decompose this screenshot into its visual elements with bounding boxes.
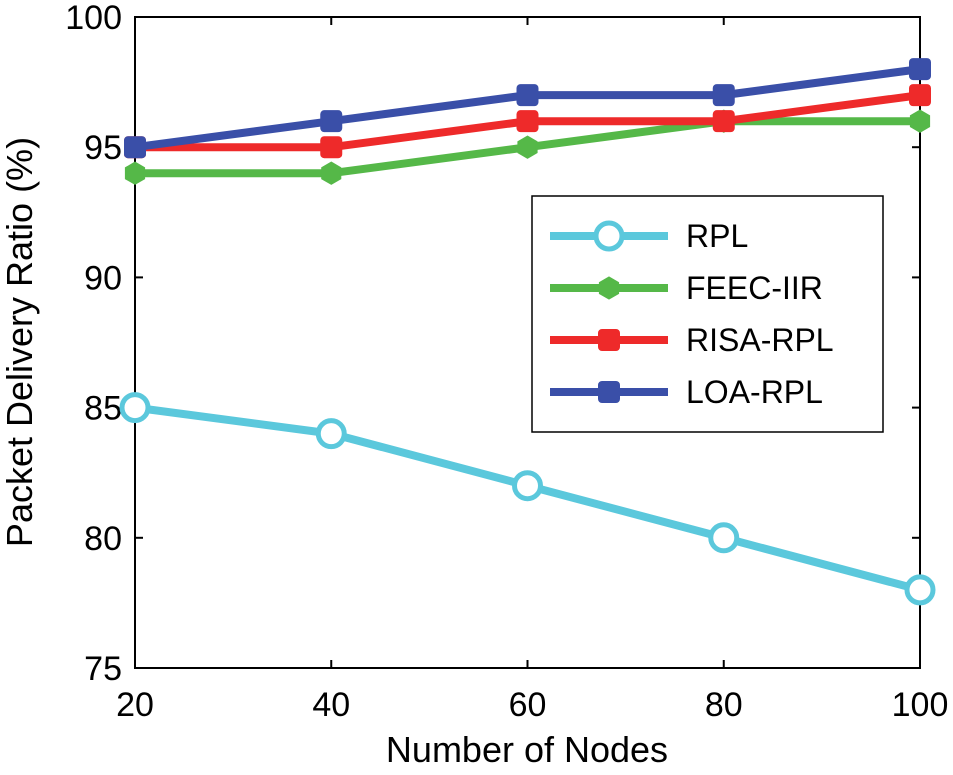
legend-item: RISA-RPL bbox=[550, 322, 834, 358]
series-layer bbox=[119, 58, 936, 606]
y-tick-label: 90 bbox=[84, 259, 122, 297]
data-point bbox=[516, 110, 539, 133]
data-point bbox=[516, 84, 539, 107]
x-tick-label: 80 bbox=[705, 686, 743, 724]
data-point bbox=[512, 470, 543, 502]
legend-item: LOA-RPL bbox=[550, 374, 823, 410]
data-point bbox=[909, 84, 931, 107]
data-point bbox=[320, 136, 343, 159]
data-point bbox=[315, 418, 347, 450]
legend-marker bbox=[598, 381, 620, 403]
x-tick-label: 100 bbox=[892, 686, 949, 724]
data-point bbox=[124, 136, 146, 159]
data-point bbox=[712, 84, 735, 107]
data-point bbox=[119, 392, 151, 424]
data-point bbox=[712, 110, 735, 133]
legend-marker bbox=[598, 329, 620, 351]
data-point bbox=[320, 110, 343, 133]
x-tick-label: 20 bbox=[116, 686, 154, 724]
y-tick-label: 85 bbox=[84, 390, 122, 428]
x-axis: 20 40 60 80 100 bbox=[116, 17, 948, 724]
y-tick-label: 100 bbox=[65, 0, 122, 37]
y-axis: 75 80 85 90 95 100 bbox=[65, 0, 920, 688]
x-tick-label: 60 bbox=[509, 686, 547, 724]
legend-marker bbox=[593, 220, 625, 252]
data-point bbox=[517, 135, 538, 159]
series-rpl bbox=[119, 392, 936, 606]
legend-item: RPL bbox=[550, 218, 748, 254]
y-tick-label: 95 bbox=[84, 129, 122, 167]
legend-label: RPL bbox=[686, 218, 748, 254]
legend-item: FEEC-IIR bbox=[550, 270, 823, 306]
y-tick-label: 75 bbox=[84, 650, 122, 688]
legend-label: RISA-RPL bbox=[686, 322, 834, 358]
data-point bbox=[124, 161, 146, 185]
series-loa-rpl bbox=[124, 58, 931, 159]
data-point bbox=[708, 522, 740, 554]
data-point bbox=[909, 109, 931, 133]
y-axis-title: Packet Delivery Ratio (%) bbox=[0, 137, 40, 547]
data-point bbox=[321, 161, 342, 185]
series-feec-iir bbox=[124, 109, 931, 185]
axes: 20 40 60 80 100 75 80 85 90 95 100 bbox=[65, 0, 948, 724]
data-point bbox=[904, 574, 936, 606]
x-axis-title: Number of Nodes bbox=[386, 729, 668, 770]
data-point bbox=[909, 58, 931, 81]
legend-label: FEEC-IIR bbox=[686, 270, 823, 306]
legend-label: LOA-RPL bbox=[686, 374, 823, 410]
x-tick-label: 40 bbox=[312, 686, 350, 724]
y-tick-label: 80 bbox=[84, 520, 122, 558]
legend: RPL FEEC-IIR RISA-RPL LOA-RPL bbox=[531, 195, 884, 433]
legend-marker bbox=[598, 276, 620, 300]
